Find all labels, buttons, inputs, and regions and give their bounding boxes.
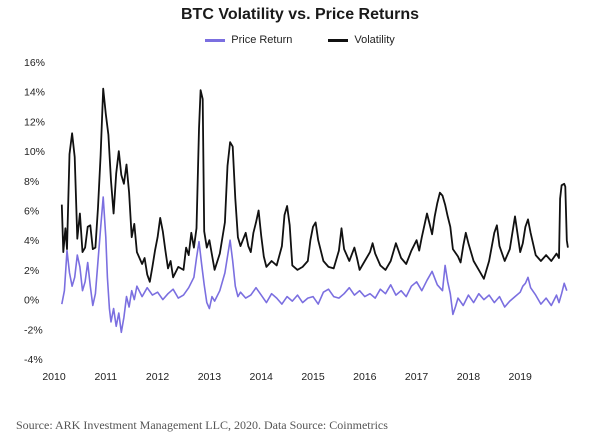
series-line-price-return	[61, 196, 568, 334]
y-tick-label: 8%	[24, 176, 39, 188]
legend-label-volatility: Volatility	[354, 34, 395, 46]
series-line-volatility	[60, 87, 569, 283]
y-tick-label: 14%	[24, 87, 45, 99]
x-tick-label: 2015	[301, 371, 325, 383]
x-tick-label: 2011	[95, 371, 118, 383]
legend-swatch-volatility	[328, 38, 349, 42]
x-tick-label: 2012	[146, 371, 170, 383]
chart-legend: Price Return Volatility	[0, 34, 600, 46]
legend-swatch-price-return	[205, 38, 226, 42]
y-tick-label: 2%	[24, 265, 39, 277]
x-tick-label: 2016	[353, 371, 377, 383]
x-tick-label: 2010	[42, 371, 66, 383]
chart-title: BTC Volatility vs. Price Returns	[181, 6, 419, 23]
y-tick-label: 0%	[24, 295, 39, 307]
source-note: Source: ARK Investment Management LLC, 2…	[16, 418, 388, 432]
y-tick-label: 16%	[24, 57, 45, 69]
x-tick-label: 2018	[457, 371, 481, 383]
y-tick-label: 4%	[24, 235, 39, 247]
legend-item-volatility: Volatility	[328, 34, 395, 46]
legend-item-price-return: Price Return	[205, 34, 292, 46]
y-tick-label: 6%	[24, 206, 39, 218]
y-tick-label: -2%	[24, 324, 43, 336]
y-tick-label: 10%	[24, 146, 45, 158]
y-tick-label: 12%	[24, 116, 45, 128]
x-tick-label: 2013	[198, 371, 222, 383]
x-tick-label: 2014	[250, 371, 274, 383]
x-tick-label: 2019	[509, 371, 533, 383]
x-tick-label: 2017	[405, 371, 429, 383]
legend-label-price-return: Price Return	[231, 34, 293, 46]
y-tick-label: -4%	[24, 354, 43, 366]
